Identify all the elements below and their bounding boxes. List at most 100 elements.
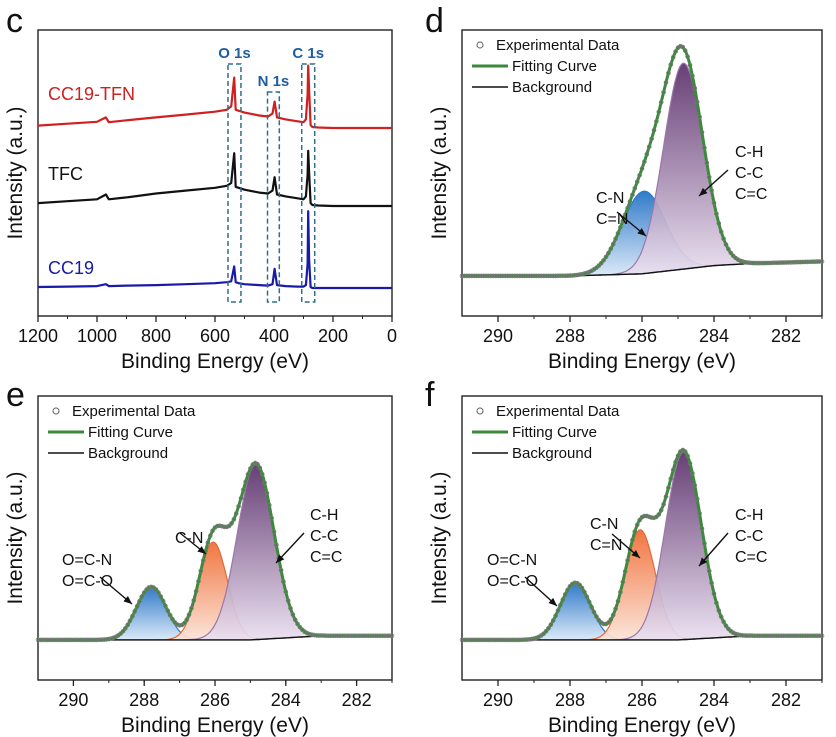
experimental-point	[495, 637, 501, 643]
experimental-point	[328, 633, 333, 639]
experimental-point	[714, 600, 719, 606]
experimental-point	[184, 617, 190, 623]
experimental-point	[632, 529, 638, 534]
experimental-point	[692, 482, 698, 488]
experimental-point	[774, 260, 779, 266]
experimental-point	[262, 480, 267, 486]
panel-letter: c	[6, 2, 23, 40]
experimental-point	[565, 273, 570, 279]
peak-marker-box	[266, 91, 281, 303]
experimental-point	[807, 259, 813, 265]
legend-marker-experimental	[476, 41, 484, 49]
experimental-point	[565, 587, 570, 593]
experimental-point	[570, 581, 575, 587]
experimental-point	[512, 273, 518, 279]
component-arrowhead	[631, 549, 640, 558]
experimental-point	[817, 633, 822, 639]
experimental-point	[210, 528, 215, 533]
experimental-point	[817, 259, 822, 264]
experimental-point	[137, 598, 142, 604]
peak-marker-label: C 1s	[292, 45, 324, 62]
experimental-point	[678, 43, 683, 49]
experimental-point	[584, 270, 590, 276]
experimental-point	[78, 637, 83, 643]
experimental-point	[745, 260, 750, 265]
experimental-point	[656, 512, 662, 517]
experimental-point	[488, 637, 494, 643]
experimental-point	[625, 558, 630, 563]
experimental-point	[101, 637, 107, 642]
experimental-point	[271, 529, 277, 534]
experimental-point	[196, 578, 201, 584]
experimental-point	[104, 637, 109, 642]
experimental-point	[639, 166, 645, 171]
experimental-point	[606, 250, 611, 256]
experimental-point	[586, 269, 592, 275]
experimental-point	[778, 260, 784, 265]
x-tick-label: 282	[771, 690, 801, 710]
experimental-point	[469, 273, 474, 279]
experimental-point	[649, 515, 654, 520]
experimental-point	[558, 273, 563, 279]
legend-label: Experimental Data	[496, 403, 620, 420]
component-label: C-H C-C C=C	[310, 507, 342, 566]
experimental-point	[798, 633, 803, 639]
experimental-point	[795, 633, 801, 639]
experimental-point	[269, 515, 274, 521]
experimental-point	[466, 273, 472, 279]
experimental-point	[377, 633, 383, 639]
experimental-point	[666, 485, 671, 491]
experimental-point	[281, 579, 286, 584]
experimental-point	[288, 605, 293, 611]
legend-label: Background	[88, 445, 168, 462]
experimental-point	[596, 263, 602, 268]
experimental-point	[812, 633, 818, 639]
experimental-point	[771, 260, 777, 266]
experimental-point	[562, 273, 568, 279]
experimental-data	[459, 447, 825, 643]
experimental-point	[316, 633, 322, 638]
experimental-point	[663, 80, 669, 85]
experimental-point	[711, 591, 717, 596]
experimental-point	[644, 152, 650, 157]
experimental-point	[793, 633, 798, 639]
experimental-point	[594, 614, 599, 619]
experimental-point	[742, 633, 748, 638]
experimental-point	[323, 633, 329, 638]
experimental-point	[706, 174, 712, 180]
experimental-point	[82, 637, 88, 643]
experimental-point	[382, 633, 388, 639]
experimental-point	[555, 608, 561, 613]
experimental-point	[730, 630, 736, 635]
experimental-point	[627, 199, 633, 204]
experimental-point	[702, 145, 707, 151]
experimental-point	[264, 490, 270, 496]
experimental-point	[800, 633, 806, 639]
experimental-point	[238, 495, 244, 501]
experimental-point	[170, 616, 175, 622]
experimental-point	[45, 637, 50, 643]
experimental-point	[231, 516, 237, 522]
experimental-point	[226, 523, 232, 529]
experimental-point	[186, 612, 192, 618]
experimental-point	[802, 633, 808, 639]
fitting-curve	[462, 448, 822, 642]
experimental-point	[167, 612, 173, 618]
component-label-line: C-H	[735, 507, 763, 524]
experimental-point	[531, 273, 537, 279]
series-label: CC19	[48, 258, 94, 278]
experimental-point	[682, 449, 688, 454]
legend-label: Experimental Data	[496, 37, 620, 54]
experimental-point	[531, 636, 537, 641]
experimental-point	[706, 568, 712, 574]
experimental-point	[574, 272, 580, 278]
x-axis-label: Binding Energy (eV)	[548, 350, 736, 373]
experimental-point	[692, 85, 698, 91]
experimental-point	[191, 598, 197, 603]
x-tick-label: 284	[271, 690, 301, 710]
experimental-point	[245, 471, 251, 477]
experimental-point	[99, 637, 104, 642]
experimental-point	[500, 637, 506, 643]
x-tick-label: 1000	[77, 326, 117, 346]
x-tick-label: 200	[318, 326, 348, 346]
